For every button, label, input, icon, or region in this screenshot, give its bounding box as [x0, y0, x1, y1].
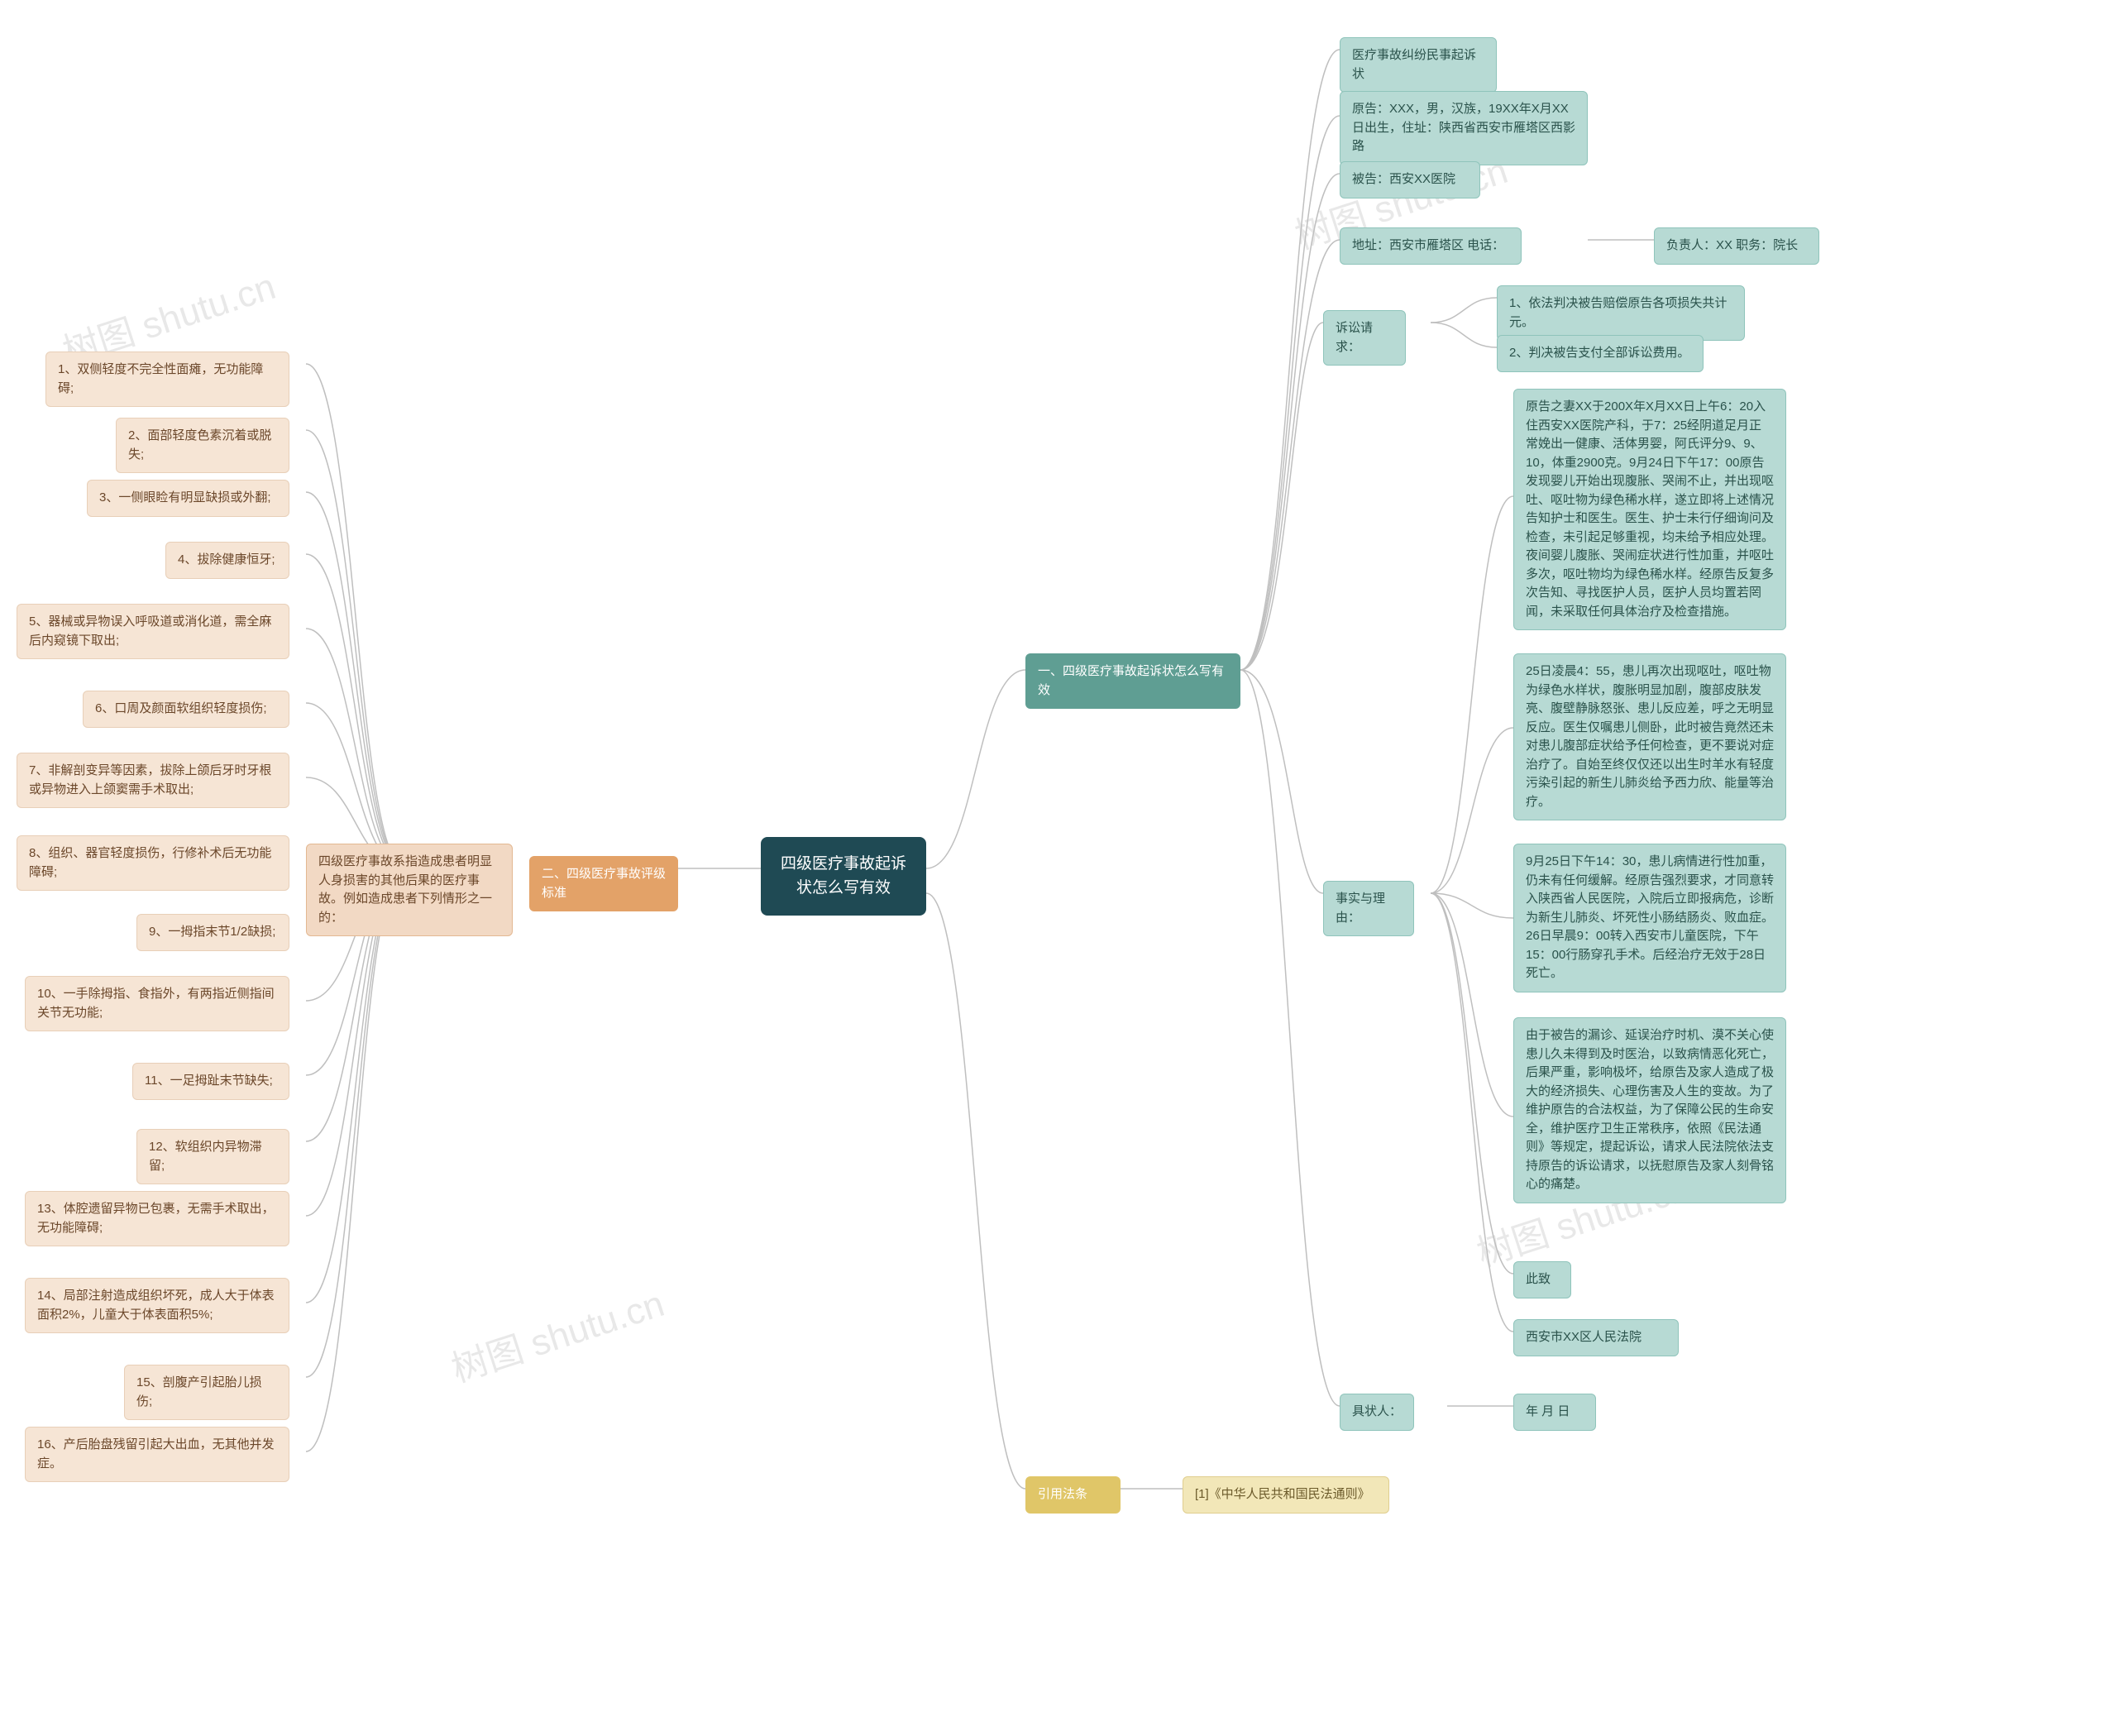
- branch2-item-12: 12、软组织内异物滞留;: [136, 1129, 289, 1184]
- branch1-fact-5: 此致: [1513, 1261, 1571, 1298]
- branch3-item: [1]《中华人民共和国民法通则》: [1183, 1476, 1389, 1514]
- branch2-item-10: 10、一手除拇指、食指外，有两指近侧指间关节无功能;: [25, 976, 289, 1031]
- branch2-item-2: 2、面部轻度色素沉着或脱失;: [116, 418, 289, 473]
- branch1-title: 一、四级医疗事故起诉状怎么写有效: [1025, 653, 1240, 709]
- branch2-title: 二、四级医疗事故评级标准: [529, 856, 678, 911]
- branch2-desc: 四级医疗事故系指造成患者明显人身损害的其他后果的医疗事故。例如造成患者下列情形之…: [306, 844, 513, 936]
- branch1-claims-label: 诉讼请求：: [1323, 310, 1406, 366]
- branch2-item-16: 16、产后胎盘残留引起大出血，无其他并发症。: [25, 1427, 289, 1482]
- branch1-doc-title: 医疗事故纠纷民事起诉状: [1340, 37, 1497, 93]
- branch1-defendant: 被告：西安XX医院: [1340, 161, 1480, 198]
- branch1-fact-2: 25日凌晨4：55，患儿再次出现呕吐，呕吐物为绿色水样状，腹胀明显加剧，腹部皮肤…: [1513, 653, 1786, 820]
- branch1-address-sub: 负责人：XX 职务：院长: [1654, 227, 1819, 265]
- branch1-plaintiff: 原告：XXX，男，汉族，19XX年X月XX日出生，住址：陕西省西安市雁塔区西影路: [1340, 91, 1588, 165]
- branch2-item-8: 8、组织、器官轻度损伤，行修补术后无功能障碍;: [17, 835, 289, 891]
- branch1-fact-6: 西安市XX区人民法院: [1513, 1319, 1679, 1356]
- root-node: 四级医疗事故起诉状怎么写有效: [761, 837, 926, 916]
- branch1-claim-1: 1、依法判决被告赔偿原告各项损失共计 元。: [1497, 285, 1745, 341]
- branch2-item-6: 6、口周及颜面软组织轻度损伤;: [83, 691, 289, 728]
- branch2-item-7: 7、非解剖变异等因素，拔除上颌后牙时牙根或异物进入上颌窦需手术取出;: [17, 753, 289, 808]
- branch2-item-5: 5、器械或异物误入呼吸道或消化道，需全麻后内窥镜下取出;: [17, 604, 289, 659]
- branch1-fact-4: 由于被告的漏诊、延误治疗时机、漠不关心使患儿久未得到及时医治，以致病情恶化死亡，…: [1513, 1017, 1786, 1203]
- branch1-appellant-label: 具状人：: [1340, 1394, 1414, 1431]
- branch2-item-11: 11、一足拇趾末节缺失;: [132, 1063, 289, 1100]
- branch1-facts-label: 事实与理由：: [1323, 881, 1414, 936]
- branch2-item-14: 14、局部注射造成组织坏死，成人大于体表面积2%，儿童大于体表面积5%;: [25, 1278, 289, 1333]
- branch2-item-9: 9、一拇指末节1/2缺损;: [136, 914, 289, 951]
- branch1-claim-2: 2、判决被告支付全部诉讼费用。: [1497, 335, 1704, 372]
- branch2-item-1: 1、双侧轻度不完全性面瘫，无功能障碍;: [45, 352, 289, 407]
- branch1-fact-1: 原告之妻XX于200X年X月XX日上午6：20入住西安XX医院产科，于7：25经…: [1513, 389, 1786, 630]
- branch2-item-13: 13、体腔遗留异物已包裹，无需手术取出，无功能障碍;: [25, 1191, 289, 1246]
- branch2-item-3: 3、一侧眼睑有明显缺损或外翻;: [87, 480, 289, 517]
- branch1-fact-3: 9月25日下午14：30，患儿病情进行性加重，仍未有任何缓解。经原告强烈要求，才…: [1513, 844, 1786, 992]
- branch2-item-15: 15、剖腹产引起胎儿损伤;: [124, 1365, 289, 1420]
- branch1-appellant-date: 年 月 日: [1513, 1394, 1596, 1431]
- watermark: 树图 shutu.cn: [444, 1274, 670, 1392]
- branch3-title: 引用法条: [1025, 1476, 1121, 1514]
- branch2-item-4: 4、拔除健康恒牙;: [165, 542, 289, 579]
- branch1-address: 地址：西安市雁塔区 电话：: [1340, 227, 1522, 265]
